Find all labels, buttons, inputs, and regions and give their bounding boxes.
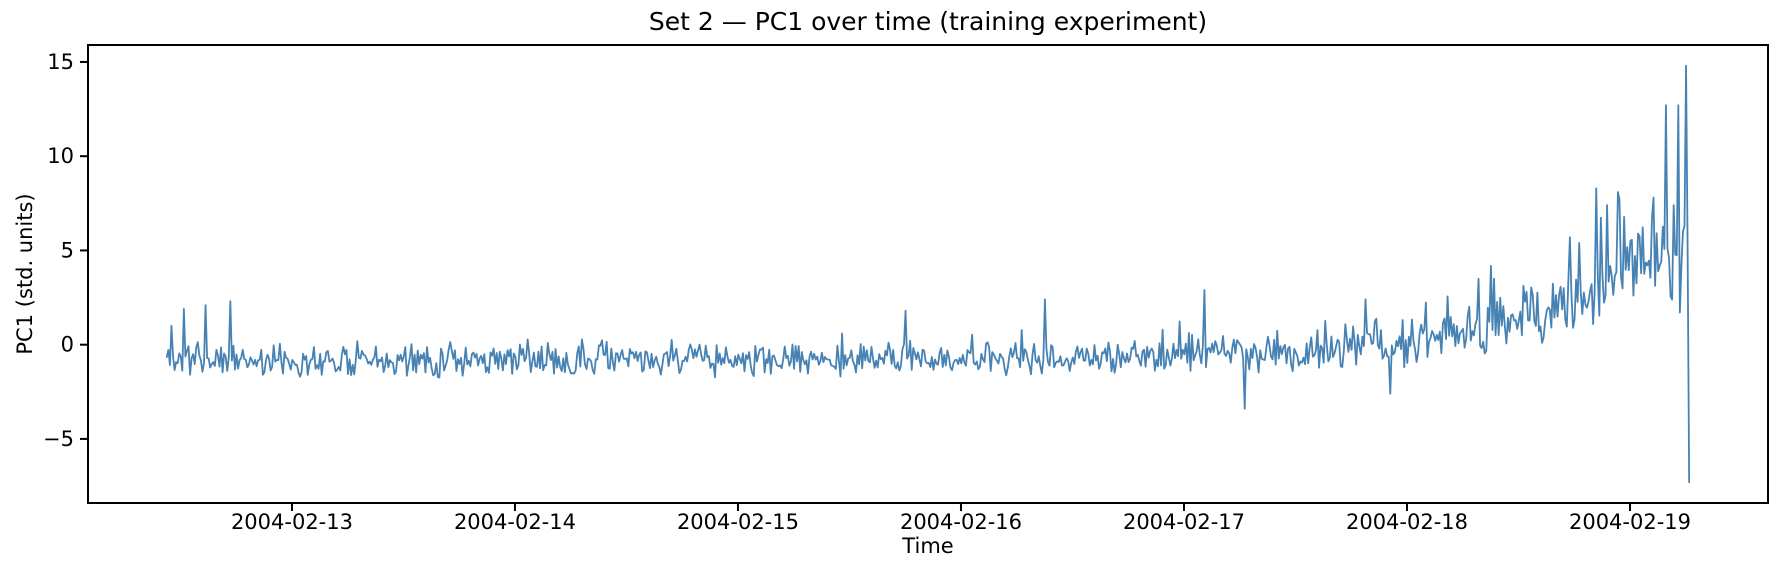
x-tick-label: 2004-02-15 <box>677 510 799 534</box>
chart-title: Set 2 — PC1 over time (training experime… <box>648 7 1208 36</box>
y-tick-label: 10 <box>47 144 74 168</box>
y-tick-label: −5 <box>43 427 74 451</box>
x-axis-label: Time <box>902 534 954 558</box>
y-tick-label: 0 <box>61 333 74 357</box>
x-tick-label: 2004-02-19 <box>1569 510 1691 534</box>
y-tick-label: 5 <box>61 238 74 262</box>
pc1-series-line <box>165 64 1691 484</box>
x-tick-label: 2004-02-16 <box>900 510 1022 534</box>
x-tick-label: 2004-02-18 <box>1346 510 1468 534</box>
plot-border <box>87 44 1769 504</box>
x-tick-label: 2004-02-13 <box>231 510 353 534</box>
x-tick-label: 2004-02-14 <box>454 510 576 534</box>
x-tick-label: 2004-02-17 <box>1123 510 1245 534</box>
y-tick-label: 15 <box>47 50 74 74</box>
